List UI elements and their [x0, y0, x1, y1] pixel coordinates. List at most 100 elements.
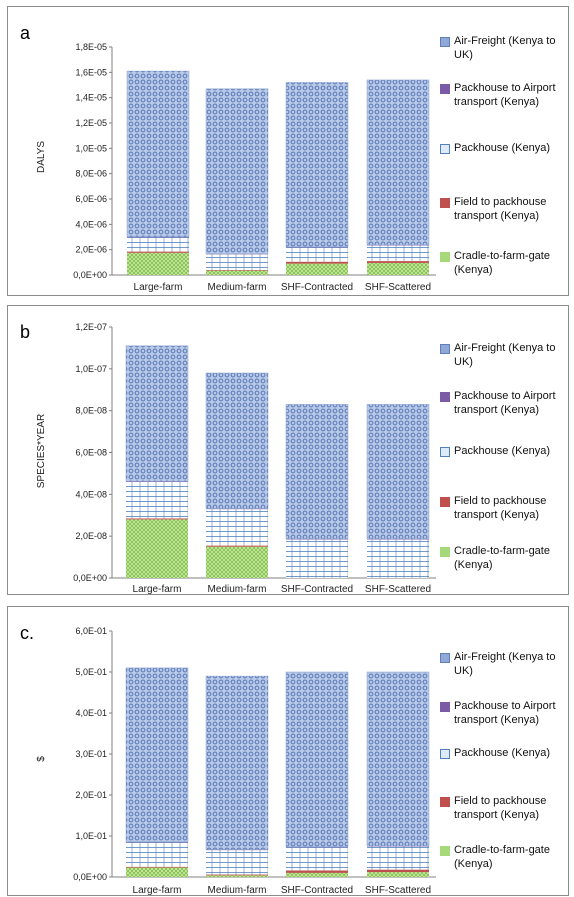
- bar-packhouse_airport-1: [206, 508, 268, 510]
- y-tick-label: 1,2E-07: [75, 322, 107, 332]
- legend-label: Packhouse (Kenya): [454, 142, 550, 154]
- legend-item-cradle: Cradle-to-farm-gate (Kenya): [440, 843, 568, 871]
- bar-cradle-3: [367, 262, 429, 275]
- bar-field_transport-3: [367, 261, 429, 263]
- legend-swatch-air-freight: [440, 344, 450, 354]
- legend-label: Field to packhouse transport (Kenya): [454, 795, 547, 821]
- bar-field_transport-0: [126, 518, 188, 520]
- panel-label-b: b: [20, 322, 31, 342]
- legend-item-packhouse-to-airport: Packhouse to Airport transport (Kenya): [440, 389, 568, 417]
- legend-swatch-field-transport: [440, 797, 450, 807]
- bar-field_transport-0: [127, 251, 189, 253]
- y-tick-label: 0,0E+00: [73, 573, 107, 583]
- bar-packhouse-0: [127, 237, 189, 252]
- bar-cradle-2: [286, 263, 348, 275]
- chart-plot-c: 0,0E+00 1,0E-01 2,0E-01 3,0E-01 4,0E-01 5,0E-…: [36, 626, 436, 896]
- panel-label-a: a: [20, 23, 31, 43]
- legend-swatch-cradle: [440, 252, 450, 262]
- chart-panel-b: b 0,0E+00 2,0E-08 4,0E-08 6,0E-08 8,0E-08 1,0…: [7, 305, 569, 595]
- x-category-label: Medium-farm: [208, 282, 267, 293]
- legend-swatch-packhouse-to-airport: [440, 392, 450, 402]
- bar-cradle-3: [367, 872, 429, 877]
- x-category-label: Large-farm: [134, 282, 183, 293]
- bar-packhouse_airport-3: [367, 244, 429, 246]
- bar-field_transport-0: [126, 866, 188, 868]
- bar-cradle-2: [286, 872, 348, 877]
- bar-packhouse_airport-0: [127, 236, 189, 238]
- bar-packhouse_airport-3: [367, 845, 429, 847]
- y-tick-label: 8,0E-06: [75, 169, 107, 179]
- legend-item-packhouse-to-airport: Packhouse to Airport transport (Kenya): [440, 81, 568, 109]
- x-category-label: SHF-Contracted: [281, 282, 353, 293]
- legend-item-air-freight: Air-Freight (Kenya to UK): [440, 34, 568, 62]
- bar-packhouse-2: [286, 847, 348, 871]
- bar-cradle-0: [126, 519, 188, 578]
- bar-air-2: [285, 82, 349, 248]
- y-tick-label: 1,8E-05: [75, 42, 107, 52]
- legend-label: Packhouse (Kenya): [454, 747, 550, 759]
- legend-swatch-field-transport: [440, 198, 450, 208]
- y-tick-label: 1,0E-07: [75, 364, 107, 374]
- bar-field_transport-1: [206, 269, 268, 271]
- legend-swatch-air-freight: [440, 653, 450, 663]
- bar-air-1: [205, 675, 269, 850]
- x-category-label: SHF-Contracted: [281, 885, 353, 896]
- y-tick-label: 4,0E-06: [75, 219, 107, 229]
- x-category-label: Large-farm: [133, 885, 182, 896]
- bar-packhouse_airport-0: [126, 481, 188, 482]
- bar-packhouse_airport-1: [206, 849, 268, 851]
- bar-air-3: [366, 79, 430, 246]
- y-tick-label: 5,0E-01: [75, 667, 107, 677]
- legend-swatch-packhouse: [440, 144, 450, 154]
- legend-swatch-packhouse-to-airport: [440, 84, 450, 94]
- legend-item-field-transport: Field to packhouse transport (Kenya): [440, 794, 568, 822]
- y-tick-label: 4,0E-01: [75, 708, 107, 718]
- bar-packhouse_airport-1: [206, 253, 268, 255]
- legend-item-packhouse: Packhouse (Kenya): [440, 141, 568, 155]
- legend-label: Field to packhouse transport (Kenya): [454, 495, 547, 521]
- legend-swatch-packhouse: [440, 749, 450, 759]
- y-tick-label: 1,0E-01: [75, 831, 107, 841]
- bar-air-2: [285, 404, 349, 540]
- legend-label: Cradle-to-farm-gate (Kenya): [454, 545, 550, 571]
- legend-label: Air-Freight (Kenya to UK): [454, 651, 556, 677]
- legend-swatch-field-transport: [440, 497, 450, 507]
- bar-packhouse-1: [206, 849, 268, 875]
- bar-field_transport-2: [286, 870, 348, 873]
- bar-field_transport-1: [206, 874, 268, 876]
- y-tick-label: 6,0E-08: [75, 448, 107, 458]
- x-category-label: Medium-farm: [208, 885, 267, 896]
- bar-packhouse-0: [126, 481, 188, 519]
- legend-swatch-packhouse: [440, 447, 450, 457]
- bar-cradle-1: [206, 270, 268, 275]
- y-tick-label: 0,0E+00: [73, 872, 107, 882]
- x-category-label: Large-farm: [133, 584, 182, 595]
- bar-packhouse_airport-2: [286, 846, 348, 848]
- legend-label: Packhouse to Airport transport (Kenya): [454, 700, 556, 726]
- bar-packhouse-2: [286, 539, 348, 578]
- bar-cradle-1: [206, 546, 268, 578]
- x-category-label: SHF-Scattered: [365, 282, 431, 293]
- y-tick-label: 1,4E-05: [75, 93, 107, 103]
- y-tick-label: 3,0E-01: [75, 749, 107, 759]
- y-axis-label: $: [36, 756, 47, 762]
- legend-item-packhouse: Packhouse (Kenya): [440, 444, 568, 458]
- legend-item-air-freight: Air-Freight (Kenya to UK): [440, 650, 568, 678]
- chart-plot-a: 0,0E+00 2,0E-06 4,0E-06 6,0E-06 8,0E-06 1,0E-…: [36, 42, 436, 293]
- bar-field_transport-3: [367, 869, 429, 873]
- y-tick-label: 1,6E-05: [75, 67, 107, 77]
- legend-label: Cradle-to-farm-gate (Kenya): [454, 250, 550, 276]
- bar-air-1: [205, 372, 269, 509]
- bar-packhouse-2: [286, 247, 348, 262]
- bar-cradle-0: [127, 252, 189, 275]
- chart-plot-b: 0,0E+00 2,0E-08 4,0E-08 6,0E-08 8,0E-08 1,0E-…: [36, 322, 436, 595]
- y-tick-label: 2,0E-08: [75, 531, 107, 541]
- legend-label: Field to packhouse transport (Kenya): [454, 196, 547, 222]
- legend-label: Packhouse to Airport transport (Kenya): [454, 390, 556, 416]
- chart-panel-a: a 0,0E+00 2,0E-06 4,0E-06 6,0E-06 8,0E-06 1,0…: [7, 6, 569, 296]
- bar-packhouse-1: [206, 508, 268, 546]
- y-tick-label: 8,0E-08: [75, 406, 107, 416]
- chart-panel-c: c. 0,0E+00 1,0E-01 2,0E-01 3,0E-01 4,0E-01 5,…: [7, 606, 569, 896]
- x-category-label: SHF-Scattered: [365, 885, 431, 896]
- bar-packhouse-3: [367, 539, 429, 578]
